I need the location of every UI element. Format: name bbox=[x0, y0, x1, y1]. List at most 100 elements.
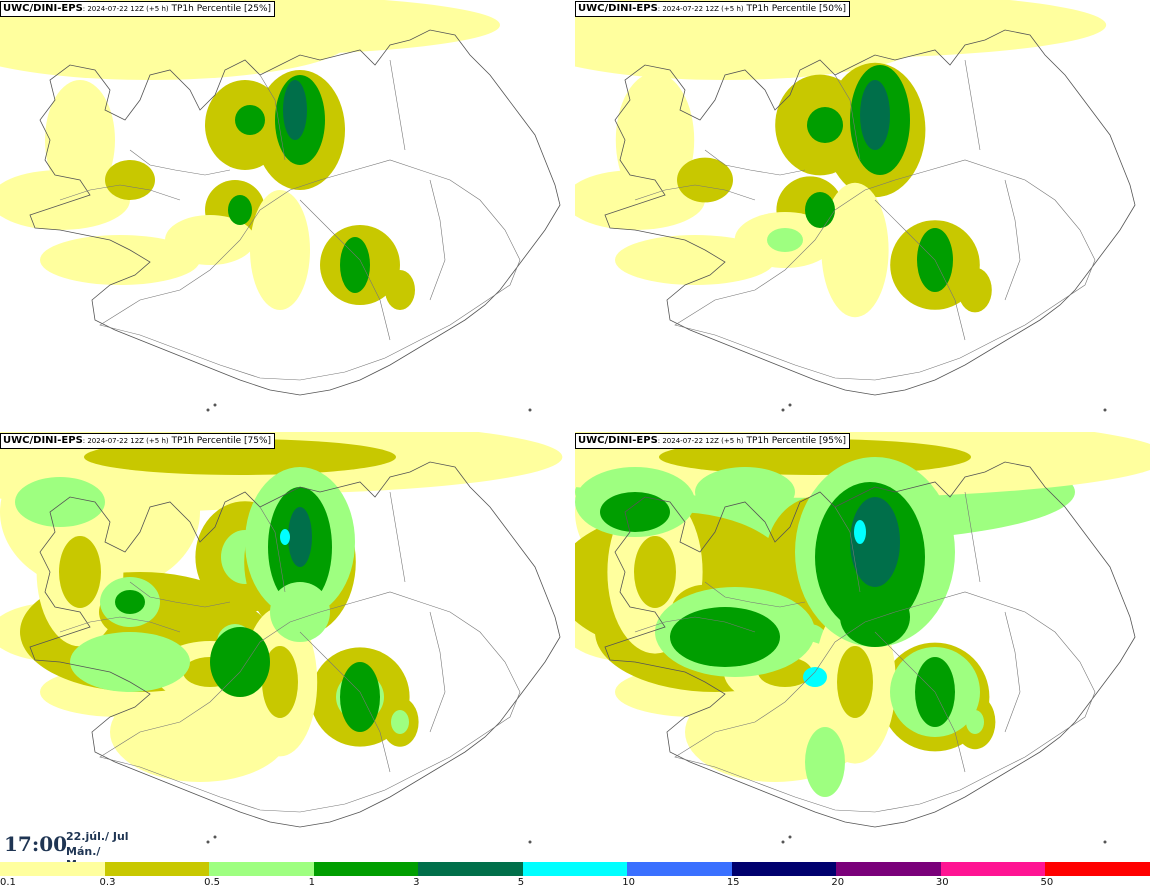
precip-area bbox=[115, 590, 145, 614]
precip-area bbox=[767, 228, 803, 252]
precip-area bbox=[837, 646, 873, 718]
precip-area bbox=[235, 105, 265, 135]
map-panel-25: UWC/DINI-EPS: 2024-07-22 12Z (+5 h) TP1h… bbox=[0, 0, 575, 430]
road-line bbox=[834, 74, 861, 161]
precip-area bbox=[70, 632, 190, 692]
precip-area bbox=[340, 237, 370, 293]
colorbar-tick-label: 10 bbox=[622, 877, 635, 888]
precip-area bbox=[262, 646, 298, 718]
island bbox=[781, 840, 785, 844]
iceland-map bbox=[0, 432, 563, 844]
island bbox=[206, 840, 210, 844]
precip-area bbox=[40, 235, 200, 285]
colorbar-tick-label: 20 bbox=[831, 877, 845, 888]
colorbar-tick-label: 0.1 bbox=[0, 877, 16, 888]
precip-area bbox=[850, 497, 900, 587]
precip-area bbox=[340, 662, 380, 732]
road-line bbox=[634, 616, 756, 633]
panel-title: UWC/DINI-EPS: 2024-07-22 12Z (+5 h) TP1h… bbox=[0, 433, 276, 449]
iceland-map bbox=[575, 432, 1150, 844]
island bbox=[213, 835, 217, 839]
iceland-map bbox=[575, 0, 1136, 412]
colorbar-segment bbox=[836, 862, 941, 876]
precip-area bbox=[807, 107, 843, 143]
colorbar-ticks: 0.1 0.3 0.5 1 3 5 10 15 20 30 50 bbox=[0, 877, 1150, 891]
road-line bbox=[429, 611, 446, 733]
precip-area bbox=[837, 214, 873, 286]
island bbox=[1103, 840, 1107, 844]
valid-time: 17:00 22.júl./ Jul Mán./ Mon bbox=[0, 826, 130, 871]
precip-area bbox=[270, 582, 330, 642]
iceland-map bbox=[0, 0, 561, 412]
colorbar-tick-label: 3 bbox=[413, 877, 420, 888]
precip-area bbox=[966, 278, 984, 302]
road-line bbox=[99, 591, 521, 813]
colorbar-tick-label: 0.5 bbox=[204, 877, 220, 888]
island bbox=[528, 840, 532, 844]
valid-hour: 17:00 bbox=[4, 832, 68, 856]
road-line bbox=[299, 199, 391, 341]
island bbox=[528, 408, 532, 412]
road-line bbox=[964, 491, 981, 583]
precip-area bbox=[634, 104, 676, 176]
colorbar-segment bbox=[1045, 862, 1150, 876]
road-line bbox=[874, 631, 966, 773]
panel-title: UWC/DINI-EPS: 2024-07-22 12Z (+5 h) TP1h… bbox=[0, 1, 276, 17]
colorbar-tick-label: 0.3 bbox=[99, 877, 116, 888]
colorbar-segment bbox=[731, 862, 837, 876]
coastline bbox=[29, 29, 561, 396]
precip-area bbox=[283, 80, 307, 140]
precip-area bbox=[860, 80, 890, 150]
road-line bbox=[59, 184, 181, 201]
precip-area bbox=[45, 80, 115, 200]
precip-area bbox=[280, 529, 290, 545]
colorbar-segment bbox=[313, 862, 419, 876]
road-line bbox=[964, 59, 981, 151]
precip-area bbox=[250, 190, 310, 310]
colorbar-tick-label: 30 bbox=[935, 877, 949, 888]
road-line bbox=[874, 199, 966, 341]
precip-area bbox=[634, 536, 676, 608]
road-line bbox=[59, 616, 181, 633]
road-line bbox=[674, 159, 1096, 381]
precip-area bbox=[615, 235, 775, 285]
road-line bbox=[259, 74, 286, 161]
road-line bbox=[634, 184, 756, 201]
coastline bbox=[29, 461, 561, 828]
island bbox=[213, 403, 217, 407]
precip-area bbox=[210, 627, 270, 697]
road-line bbox=[389, 59, 406, 151]
road-line bbox=[99, 159, 521, 381]
valid-date: 22.júl./ Jul bbox=[66, 830, 129, 843]
precip-area bbox=[385, 270, 415, 310]
colorbar-segment bbox=[940, 862, 1046, 876]
colorbar-tick-label: 1 bbox=[308, 877, 315, 888]
road-line bbox=[834, 506, 861, 593]
precip-area bbox=[670, 607, 780, 667]
precip-area bbox=[805, 192, 835, 228]
precip-area bbox=[803, 667, 827, 687]
road-line bbox=[429, 179, 446, 301]
road-line bbox=[674, 591, 1096, 813]
precip-area bbox=[840, 587, 910, 647]
road-line bbox=[704, 149, 806, 176]
colorbar-tick-label: 50 bbox=[1040, 877, 1054, 888]
colorbar-segment bbox=[209, 862, 314, 876]
colorbar-tick-label: 5 bbox=[517, 877, 525, 888]
road-line bbox=[704, 581, 806, 608]
island bbox=[206, 408, 210, 412]
precip-area bbox=[59, 536, 101, 608]
colorbar-segment bbox=[522, 862, 628, 876]
road-line bbox=[129, 149, 231, 176]
precip-area bbox=[391, 710, 409, 734]
colorbar-tick-label: 15 bbox=[726, 877, 740, 888]
map-panel-95: UWC/DINI-EPS: 2024-07-22 12Z (+5 h) TP1h… bbox=[575, 432, 1150, 862]
road-line bbox=[1004, 179, 1021, 301]
island bbox=[788, 835, 792, 839]
precip-area bbox=[105, 160, 155, 200]
precip-area bbox=[165, 215, 255, 265]
road-line bbox=[259, 506, 286, 593]
precip-area bbox=[288, 507, 312, 567]
coastline bbox=[604, 29, 1136, 396]
island bbox=[788, 403, 792, 407]
